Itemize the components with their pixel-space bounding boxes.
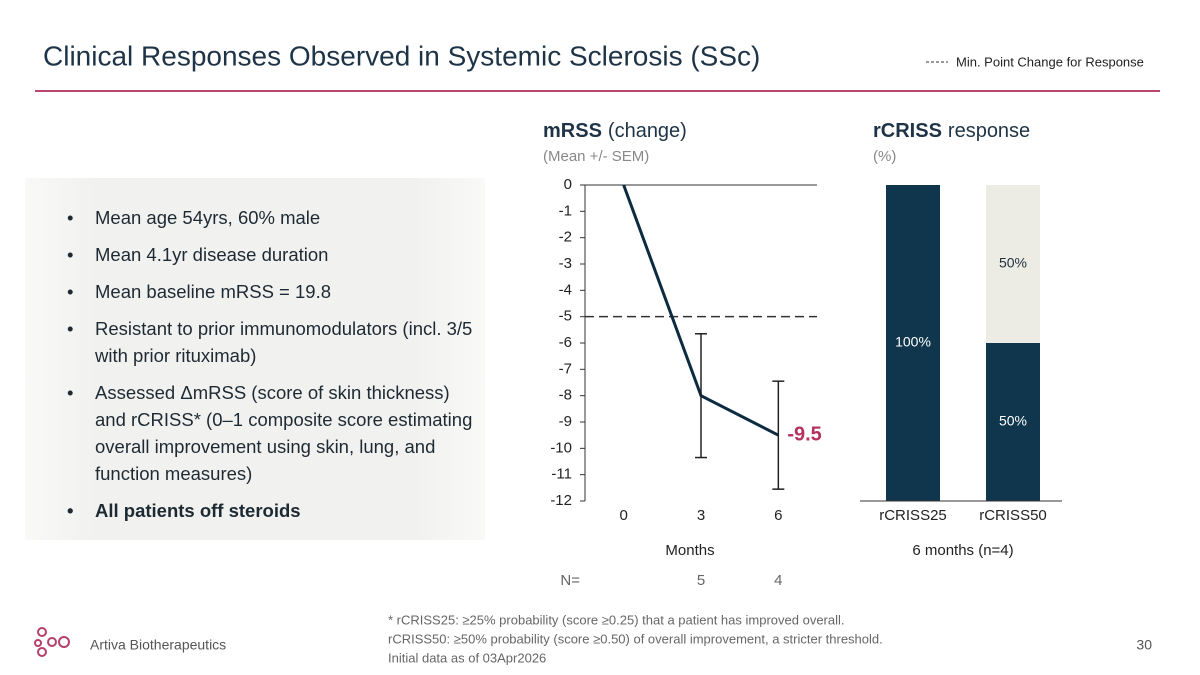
y-tick-label: -8 [559, 387, 572, 404]
legend-label: Min. Point Change for Response [956, 54, 1144, 69]
x-axis-label: Months [665, 542, 714, 559]
n-label: N= [560, 572, 580, 589]
chart-title-rest: (change) [608, 120, 687, 142]
x-tick-label: rCRISS50 [979, 507, 1047, 524]
y-tick-label: 0 [564, 176, 572, 193]
n-value: 5 [697, 572, 705, 589]
slide-title: Clinical Responses Observed in Systemic … [43, 40, 760, 71]
footnote: * rCRISS25: ≥25% probability (score ≥0.2… [388, 612, 845, 627]
page-number: 30 [1136, 637, 1152, 653]
bullet: Assessed ΔmRSS (score of skin thickness)… [67, 379, 480, 487]
y-tick-label: -11 [551, 466, 572, 483]
value-label: -9.5 [787, 423, 821, 445]
x-tick-label: 0 [619, 507, 627, 524]
y-tick-label: -7 [559, 360, 572, 377]
bar-segment [986, 185, 1040, 343]
bar-segment [886, 185, 940, 501]
footnote: Initial data as of 03Apr2026 [388, 650, 546, 665]
y-tick-label: -3 [559, 255, 572, 272]
chart-subtitle: (Mean +/- SEM) [543, 148, 649, 165]
bullet: Mean 4.1yr disease duration [67, 241, 480, 268]
x-axis-label: 6 months (n=4) [912, 542, 1013, 559]
chart-title: rCRISS response [873, 120, 1030, 142]
bullet-list: Mean age 54yrs, 60% male Mean 4.1yr disea… [67, 204, 480, 534]
value-label: 100% [895, 334, 931, 350]
chart-title: mRSS (change) [543, 120, 687, 142]
logo [34, 627, 70, 657]
bullet-box: Mean age 54yrs, 60% male Mean 4.1yr disea… [25, 178, 485, 540]
bullet: All patients off steroids [67, 497, 480, 524]
y-tick-label: -9 [559, 413, 572, 430]
y-tick-label: -10 [550, 439, 572, 456]
x-tick-label: rCRISS25 [879, 507, 947, 524]
y-tick-label: -2 [559, 229, 572, 246]
y-tick-label: -5 [559, 308, 572, 325]
chart-title-rest: response [948, 120, 1030, 142]
footnote: rCRISS50: ≥50% probability (score ≥0.50)… [388, 631, 883, 646]
y-tick-label: -4 [559, 281, 572, 298]
value-label: 50% [999, 255, 1027, 271]
y-tick-label: -1 [559, 202, 572, 219]
x-tick-label: 6 [774, 507, 782, 524]
y-tick-label: -12 [550, 492, 572, 509]
bullet: Mean age 54yrs, 60% male [67, 204, 480, 231]
chart-subtitle: (%) [873, 148, 896, 165]
y-tick-label: -6 [559, 334, 572, 351]
bullet: Resistant to prior immunomodulators (inc… [67, 315, 480, 369]
x-tick-label: 3 [697, 507, 705, 524]
bullet: Mean baseline mRSS = 19.8 [67, 278, 480, 305]
value-label: 50% [999, 413, 1027, 429]
chart-title-bold: mRSS [543, 120, 602, 142]
n-value: 4 [774, 572, 782, 589]
chart-title-bold: rCRISS [873, 120, 942, 142]
company: Artiva Biotherapeutics [90, 637, 226, 653]
bar-segment [986, 343, 1040, 501]
